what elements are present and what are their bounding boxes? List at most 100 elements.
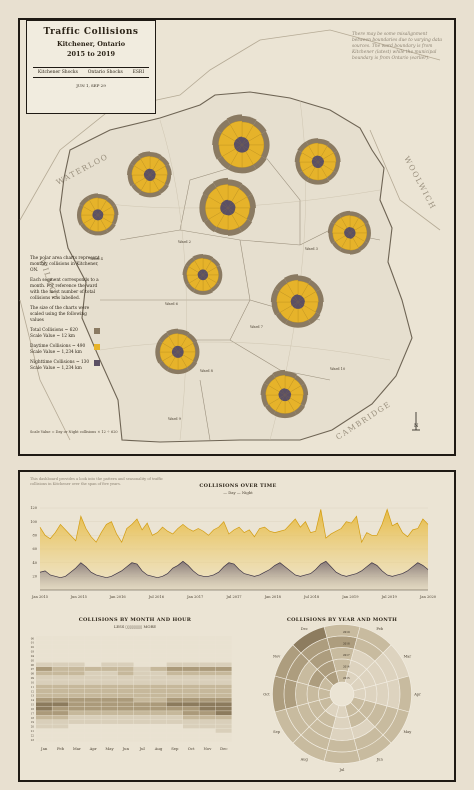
- heatmap-cell: [215, 719, 232, 724]
- heatmap-cell: [36, 640, 52, 645]
- ward-segment-night: [279, 395, 285, 401]
- heatmap-cell: [68, 662, 85, 667]
- ward-segment-night: [228, 208, 232, 216]
- ward-segment-night: [143, 171, 150, 175]
- neighbor-boundary: [19, 29, 441, 221]
- heatmap-cell: [117, 733, 134, 738]
- heatmap-hour-label: 19: [31, 720, 35, 724]
- ward-segment-night: [95, 209, 98, 215]
- heatmap-cell: [150, 719, 167, 724]
- legend-night-scale: Scale Value ~ 1,234 km: [30, 366, 82, 371]
- heatmap-cell: [68, 737, 85, 742]
- heatmap-cell: [101, 689, 118, 694]
- polar-ring-label: 2015: [343, 676, 350, 680]
- ward-segment-night: [242, 137, 246, 145]
- heatmap-cell: [183, 671, 199, 676]
- ward-segment-night: [350, 233, 355, 238]
- legend-total-row: Total Collisions ~ 620: [30, 328, 100, 334]
- ts-area-night: [40, 561, 428, 590]
- heatmap-cell: [117, 662, 134, 667]
- heatmap-cell: [215, 658, 232, 663]
- heatmap-cell: [166, 666, 183, 671]
- heatmap-cell: [183, 666, 199, 671]
- ward-label: Ward 8: [200, 369, 214, 373]
- legend-segments: Each segment corresponds to a month. For…: [30, 278, 99, 301]
- scale-footnote: Scale Value = Day or Night collisions × …: [30, 430, 118, 434]
- neighbor-boundary: [369, 129, 441, 231]
- heatmap-cell: [166, 737, 183, 742]
- heatmap-hour-label: 23: [31, 738, 35, 742]
- heatmap-cell: [183, 706, 199, 711]
- ward-segment-night: [285, 395, 291, 401]
- heatmap-cell: [183, 715, 199, 720]
- heatmap-cell: [215, 733, 232, 738]
- heatmap-cell: [183, 724, 199, 729]
- heatmap-hour-label: 06: [31, 663, 35, 667]
- heatmap-cell: [101, 715, 118, 720]
- ward-segment-night: [312, 162, 318, 168]
- heatmap-cell: [85, 666, 101, 671]
- heatmap-cell: [52, 702, 69, 707]
- ward-segment-night: [150, 175, 153, 181]
- heatmap-cell: [117, 724, 134, 729]
- heatmap-cell: [36, 644, 52, 649]
- heatmap-month-label: Jan: [40, 746, 48, 751]
- polar-month-label: Aug: [300, 758, 309, 762]
- ward-segment-night: [298, 302, 304, 308]
- heatmap-cell: [36, 636, 52, 641]
- ts-x-tick: Jan 2015: [31, 595, 49, 599]
- polar-month-label: Apr: [413, 692, 421, 696]
- ward-segment-night: [220, 204, 228, 208]
- heatmap-cell: [68, 697, 85, 702]
- heatmap-hour-label: 18: [31, 716, 35, 720]
- heatmap-cell: [134, 636, 150, 641]
- polar-month-label: Sep: [273, 730, 281, 734]
- heatmap-cell: [150, 684, 167, 689]
- ward-polar-chart: [199, 177, 256, 236]
- ward-segment-night: [234, 137, 242, 145]
- legend: The polar area charts represent monthly …: [30, 256, 100, 376]
- heatmap-cell: [134, 693, 150, 698]
- heatmap-cell: [117, 644, 134, 649]
- polar-cell: [323, 749, 361, 764]
- heatmap-cell: [199, 719, 216, 724]
- heatmap-cell: [199, 733, 216, 738]
- heatmap-cell: [101, 706, 118, 711]
- heatmap-cell: [85, 684, 101, 689]
- heatmap-cell: [215, 724, 232, 729]
- heatmap-cell: [199, 693, 216, 698]
- legend-swatch-night: [94, 360, 100, 366]
- heatmap-cell: [199, 666, 216, 671]
- heatmap-hour-label: 20: [31, 725, 35, 729]
- heatmap-cell: [117, 640, 134, 645]
- ward-segment-night: [279, 389, 285, 395]
- ts-y-tick: 80: [33, 534, 37, 538]
- heatmap-cell: [215, 671, 232, 676]
- ward-segment-night: [144, 175, 150, 178]
- heatmap-cell: [52, 675, 69, 680]
- ward-segment-night: [238, 145, 242, 153]
- heatmap-cell: [215, 662, 232, 667]
- heatmap-cell: [199, 644, 216, 649]
- ward-segment-night: [224, 208, 228, 216]
- heatmap-cell: [134, 658, 150, 663]
- ward-label: Ward 9: [168, 417, 182, 421]
- heatmap-cell: [52, 666, 69, 671]
- heatmap-cell: [183, 653, 199, 658]
- heatmap-cell: [101, 658, 118, 663]
- heatmap-cell: [117, 715, 134, 720]
- heatmap-cell: [101, 680, 118, 685]
- heatmap-cell: [68, 644, 85, 649]
- heatmap-cell: [183, 644, 199, 649]
- heatmap-cell: [166, 675, 183, 680]
- ts-x-tick: Jul 2017: [225, 595, 242, 599]
- heatmap-cell: [183, 636, 199, 641]
- heatmap-cell: [183, 680, 199, 685]
- ward-segment-night: [237, 136, 242, 145]
- heatmap-cell: [52, 653, 69, 658]
- polar-month-label: Jun: [376, 758, 384, 762]
- heatmap-cell: [199, 724, 216, 729]
- map-title: Traffic Collisions: [43, 27, 139, 37]
- heatmap-cell: [101, 666, 118, 671]
- heatmap-cell: [68, 671, 85, 676]
